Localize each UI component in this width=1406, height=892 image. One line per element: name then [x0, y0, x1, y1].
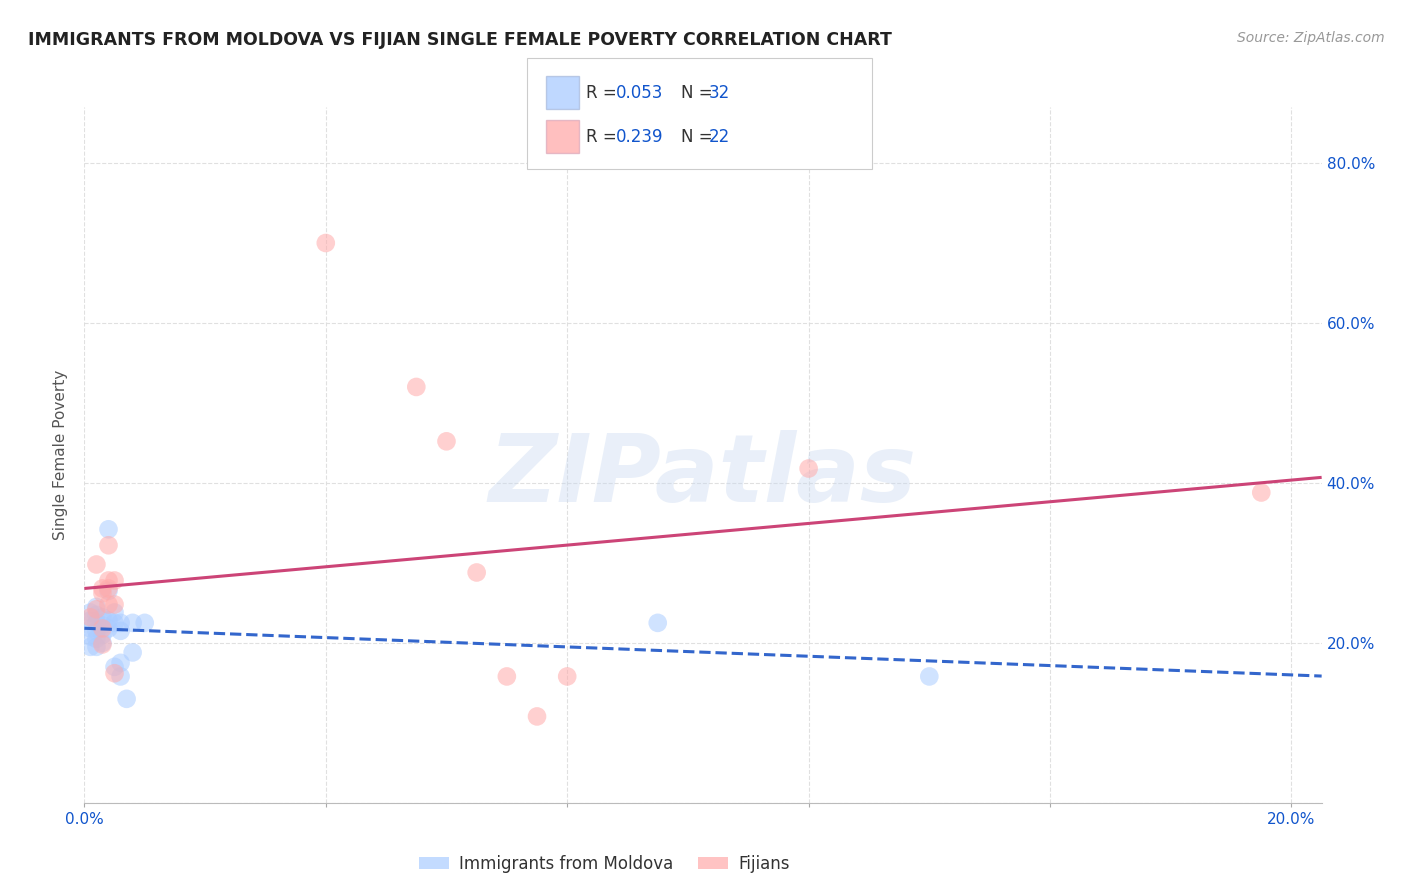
Text: IMMIGRANTS FROM MOLDOVA VS FIJIAN SINGLE FEMALE POVERTY CORRELATION CHART: IMMIGRANTS FROM MOLDOVA VS FIJIAN SINGLE…	[28, 31, 891, 49]
Text: 32: 32	[709, 84, 730, 103]
Point	[86, 615, 108, 630]
Point	[436, 434, 458, 449]
Point	[91, 582, 114, 596]
Point	[103, 666, 125, 681]
Text: 0.239: 0.239	[616, 128, 664, 146]
Point	[115, 691, 138, 706]
Point	[1250, 485, 1272, 500]
Point	[103, 574, 125, 588]
Point	[97, 598, 120, 612]
Text: R =: R =	[586, 84, 623, 103]
Point	[86, 607, 108, 622]
Point	[97, 538, 120, 552]
Text: Source: ZipAtlas.com: Source: ZipAtlas.com	[1237, 31, 1385, 45]
Point	[315, 235, 337, 250]
Point	[79, 614, 101, 628]
Point	[86, 632, 108, 646]
Point	[86, 599, 108, 614]
Point	[79, 622, 101, 636]
Text: 22: 22	[709, 128, 730, 146]
Point	[110, 624, 132, 638]
Point	[97, 522, 120, 536]
Point	[465, 566, 488, 580]
Point	[121, 645, 143, 659]
Point	[495, 669, 517, 683]
Point	[110, 615, 132, 630]
Legend: Immigrants from Moldova, Fijians: Immigrants from Moldova, Fijians	[412, 848, 797, 880]
Y-axis label: Single Female Poverty: Single Female Poverty	[53, 370, 69, 540]
Point	[103, 615, 125, 630]
Point	[103, 606, 125, 620]
Point	[91, 636, 114, 650]
Text: 0.053: 0.053	[616, 84, 664, 103]
Text: N =: N =	[681, 84, 717, 103]
Point	[97, 574, 120, 588]
Point	[110, 656, 132, 670]
Point	[134, 615, 156, 630]
Point	[79, 640, 101, 654]
Point	[647, 615, 669, 630]
Point	[121, 615, 143, 630]
Point	[86, 602, 108, 616]
Point	[91, 628, 114, 642]
Point	[91, 637, 114, 651]
Point	[91, 586, 114, 600]
Point	[79, 630, 101, 644]
Point	[555, 669, 578, 683]
Point	[103, 598, 125, 612]
Point	[103, 660, 125, 674]
Point	[91, 610, 114, 624]
Point	[405, 380, 427, 394]
Text: N =: N =	[681, 128, 717, 146]
Point	[86, 558, 108, 572]
Point	[97, 622, 120, 636]
Point	[526, 709, 548, 723]
Text: ZIPatlas: ZIPatlas	[489, 430, 917, 522]
Point	[110, 669, 132, 683]
Text: R =: R =	[586, 128, 623, 146]
Point	[797, 461, 820, 475]
Point	[86, 624, 108, 638]
Point	[79, 606, 101, 620]
Point	[97, 614, 120, 628]
Point	[79, 610, 101, 624]
Point	[91, 622, 114, 636]
Point	[86, 640, 108, 654]
Point	[97, 583, 120, 598]
Point	[918, 669, 941, 683]
Point	[97, 582, 120, 596]
Point	[91, 618, 114, 632]
